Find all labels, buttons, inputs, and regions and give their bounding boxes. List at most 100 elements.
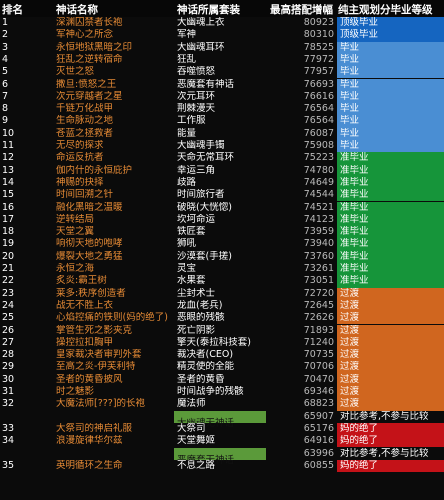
table-row[interactable]: 29 至高之炎-伊芙利特 精灵使的全能 70706 过渡 [0, 361, 444, 374]
cell-grade: 过渡 [337, 287, 444, 300]
cell-max-boost: 80923 [303, 17, 334, 28]
cell-max-boost: 74123 [303, 213, 334, 225]
table-row[interactable]: 13 伽内什的永恒庇护 幸运三角 74780 准毕业 [0, 164, 444, 177]
cell-max-boost: 75908 [303, 140, 334, 151]
cell-mythic-name: 莱多:秩序创造者 [56, 287, 126, 299]
cell-rank [2, 411, 52, 423]
cell-gear: 擎天(泰拉科技套) [177, 336, 251, 348]
cell-gear: 魔法师 [177, 398, 206, 410]
cell-gear: 精灵使的全能 [177, 361, 235, 373]
cell-rank: 30 [2, 373, 15, 385]
table-row[interactable]: 35 英明循环之生命 不息之路 60855 妈的绝了 [0, 459, 444, 473]
table-row[interactable]: 8 千链万化战甲 荆棘漫天 76564 毕业 [0, 103, 444, 116]
cell-gear: 恶魔套无神话 [177, 454, 235, 466]
cell-rank: 31 [2, 386, 15, 397]
cell-gear: 大幽魂无神话 [177, 417, 235, 429]
table-row[interactable]: 15 时间回溯之针 时间旅行者 74544 准毕业 [0, 189, 444, 202]
cell-grade: 准毕业 [337, 152, 444, 165]
table-row[interactable]: 11 无尽的探求 大幽魂手镯 75908 毕业 [0, 140, 444, 153]
table-row[interactable]: 2 军神心之所念 军神 80310 顶级毕业 [0, 29, 444, 42]
table-row[interactable]: 24 战无不胜上衣 龙血(老兵) 72645 过渡 [0, 299, 444, 313]
cell-rank: 2 [2, 29, 9, 41]
table-row[interactable]: 16 融化黑暗之温暖 破晓(大恍惚) 74521 准毕业 [0, 201, 444, 214]
table-row[interactable]: 9 生命脉动之地 工作服 76564 毕业 [0, 115, 444, 128]
table-row[interactable]: 31 时之魅影 时间战争的残骸 69346 过渡 [0, 386, 444, 399]
table-row[interactable]: 1 深渊囚禁者长袍 大幽魂上衣 80923 顶级毕业 [0, 17, 444, 30]
cell-gear: 坎坷命运 [177, 213, 216, 225]
table-row[interactable]: 27 操控拉扣胸甲 擎天(泰拉科技套) 71240 过渡 [0, 336, 444, 350]
cell-max-boost: 76616 [303, 90, 334, 102]
table-row[interactable]: 18 天堂之翼 铁匠套 73959 准毕业 [0, 226, 444, 239]
cell-gear: 幸运三角 [177, 164, 216, 176]
cell-max-boost: 74521 [303, 201, 334, 213]
table-row[interactable]: 3 永恒地狱黑暗之印 大幽魂耳环 78525 毕业 [0, 41, 444, 54]
table-row[interactable]: 20 爆裂大地之勇猛 沙漠套(手搓) 73760 准毕业 [0, 250, 444, 263]
table-row[interactable]: 7 次元穿越者之星 次元耳环 76616 毕业 [0, 90, 444, 104]
cell-max-boost: 76693 [303, 78, 334, 90]
cell-max-boost: 72645 [303, 299, 334, 311]
cell-mythic-name: 爆裂大地之勇猛 [56, 250, 123, 262]
cell-grade: 妈的绝了 [337, 435, 444, 448]
cell-grade: 准毕业 [337, 250, 444, 263]
cell-mythic-name: 响彻天地的咆哮 [56, 238, 123, 250]
cell-max-boost: 73959 [303, 226, 334, 238]
cell-grade: 过渡 [337, 312, 444, 325]
table-row[interactable]: 22 炙炎:霸王树 水果套 73051 准毕业 [0, 275, 444, 288]
table-row[interactable]: 26 掌管生死之影夹克 死亡阴影 71893 过渡 [0, 324, 444, 337]
cell-mythic-name: 战无不胜上衣 [56, 299, 114, 311]
table-row[interactable]: 19 响彻天地的咆哮 狮吼 73940 准毕业 [0, 238, 444, 251]
cell-max-boost: 75223 [303, 152, 334, 164]
table-row[interactable]: 恶魔套无神话 63996 对比参考,不参与比较 [0, 447, 444, 466]
cell-gear: 荆棘漫天 [177, 103, 216, 115]
header-grade: 纯主观划分毕业等级 [338, 4, 433, 16]
cell-rank: 26 [2, 324, 15, 336]
cell-mythic-name: 圣者的黄昏披风 [56, 373, 123, 385]
cell-grade: 毕业 [337, 90, 444, 104]
cell-gear: 龙血(老兵) [177, 299, 223, 311]
table-row[interactable]: 5 灭世之怒 吞噬愤怒 77957 毕业 [0, 66, 444, 79]
table-row[interactable]: 17 逆转结局 坎坷命运 74123 准毕业 [0, 213, 444, 227]
cell-gear: 工作服 [177, 115, 206, 127]
table-row[interactable]: 21 永恒之海 灵宝 73261 准毕业 [0, 263, 444, 276]
table-row[interactable]: 10 苍蓝之拯救者 能量 76087 毕业 [0, 127, 444, 140]
cell-max-boost: 65176 [303, 422, 334, 434]
cell-gear: 歧路 [177, 176, 197, 188]
table-row[interactable]: 23 莱多:秩序创造者 尘封术士 72720 过渡 [0, 287, 444, 300]
table-row[interactable]: 14 神赐的抉择 歧路 74649 准毕业 [0, 176, 444, 190]
table-row[interactable]: 33 大祭司的神启礼服 大祭司 65176 妈的绝了 [0, 422, 444, 436]
cell-grade: 准毕业 [337, 213, 444, 227]
table-row[interactable]: 32 大魔法师[???]的长袍 魔法师 68823 过渡 [0, 398, 444, 411]
table-row[interactable]: 12 命运反抗者 天命无常耳环 75223 准毕业 [0, 152, 444, 165]
cell-mythic-name: 无尽的探求 [56, 140, 104, 151]
cell-rank: 18 [2, 226, 15, 238]
cell-rank: 24 [2, 299, 15, 311]
cell-rank: 21 [2, 263, 15, 274]
cell-grade: 准毕业 [337, 164, 444, 177]
cell-gear: 狮吼 [177, 238, 197, 250]
cell-max-boost: 69346 [303, 386, 334, 397]
cell-mythic-name: 命运反抗者 [56, 152, 104, 164]
cell-mythic-name: 逆转结局 [56, 213, 95, 225]
cell-gear: 时间旅行者 [177, 189, 225, 201]
table-row[interactable]: 25 心焰控痛的铁则(妈的绝了) 恶眼的残骸 72626 过渡 [0, 312, 444, 325]
cell-gear: 灵宝 [177, 263, 197, 274]
table-row[interactable]: 30 圣者的黄昏披风 圣者的黄昏 70470 过渡 [0, 373, 444, 386]
cell-max-boost: 73051 [303, 275, 334, 287]
cell-rank: 16 [2, 201, 15, 213]
cell-gear-highlight: 恶魔套无神话 [174, 447, 266, 466]
cell-gear: 裁决者(CEO) [177, 349, 234, 361]
table-row[interactable]: 34 浪漫旋律华尔兹 天堂舞姬 64916 妈的绝了 [0, 435, 444, 448]
cell-grade: 毕业 [337, 66, 444, 79]
table-row[interactable]: 4 狂乱之逆转宿命 狂乱 77972 毕业 [0, 53, 444, 67]
table-row[interactable]: 6 撒旦:愤怒之王 恶魔套有神话 76693 毕业 [0, 78, 444, 91]
cell-gear: 圣者的黄昏 [177, 373, 225, 385]
table-row[interactable]: 大幽魂无神话 65907 对比参考,不参与比较 [0, 410, 444, 429]
table-row[interactable]: 28 皇家裁决者审判外套 裁决者(CEO) 70735 过渡 [0, 349, 444, 362]
cell-grade: 毕业 [337, 78, 444, 91]
cell-rank: 13 [2, 164, 15, 176]
header-name: 神话名称 [56, 4, 98, 16]
cell-grade: 过渡 [337, 398, 444, 411]
cell-gear-highlight: 大幽魂无神话 [174, 410, 266, 429]
cell-mythic-name: 掌管生死之影夹克 [56, 324, 133, 336]
